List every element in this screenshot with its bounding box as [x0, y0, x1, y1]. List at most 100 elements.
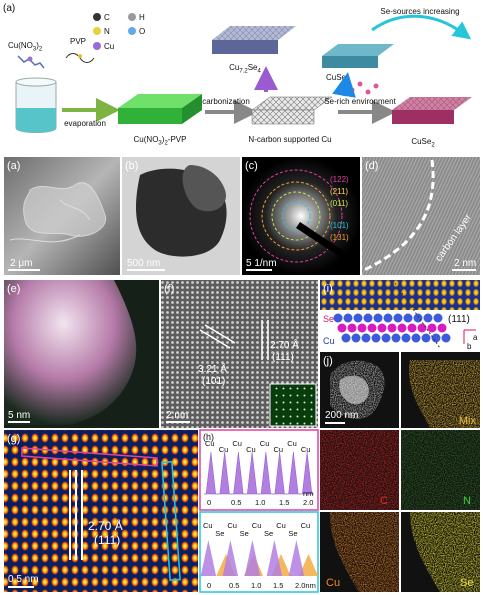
- image: [320, 280, 480, 310]
- atom-label: Se: [215, 529, 224, 538]
- unit-label: nm: [303, 489, 313, 498]
- atom: [391, 333, 401, 343]
- map-label: Cu: [326, 577, 340, 589]
- ring-label: (101): [330, 221, 349, 230]
- axis-label: a: [473, 333, 478, 342]
- legend-dot: [128, 13, 136, 21]
- schematic: (a) Cu(NO3)2 PVP C H N O Cu evaporation …: [3, 3, 472, 149]
- slab: [182, 94, 202, 124]
- plane-label: (111): [448, 314, 470, 325]
- legend-label: N: [104, 27, 110, 36]
- tick-label: 1.0: [251, 581, 261, 590]
- panel-tem: (b) 500 nm: [122, 157, 240, 275]
- atom: [407, 323, 417, 333]
- beaker: [15, 77, 57, 87]
- map-region: [409, 360, 480, 428]
- map-label: C: [380, 495, 388, 507]
- atom-label: Cu: [203, 521, 213, 530]
- slab: [251, 96, 333, 111]
- formula-part: ): [36, 41, 39, 50]
- scale-label: 2 μm: [10, 258, 32, 269]
- subscript: 3: [158, 141, 162, 147]
- legend-label: H: [139, 13, 145, 22]
- ring: [261, 181, 331, 251]
- atom: [393, 313, 403, 323]
- legend-dot: [93, 13, 101, 21]
- panel-haadf-e: (e) 5 nm: [4, 280, 159, 428]
- atom: [427, 323, 437, 333]
- atom: [421, 333, 431, 343]
- ring-label: (131): [330, 233, 349, 242]
- panel-label: (a): [3, 3, 15, 14]
- plot-frame: [199, 429, 319, 511]
- arrow: [371, 14, 472, 40]
- atom-label: Cu: [260, 439, 270, 448]
- slab: [392, 110, 454, 124]
- map-label: Se: [460, 577, 473, 589]
- tick-label: 1.0: [255, 498, 265, 507]
- legend: C H N O Cu: [93, 13, 145, 51]
- label: PVP: [70, 37, 86, 46]
- atom-label: Se: [264, 529, 273, 538]
- solution: [16, 108, 56, 133]
- legend-label: O: [139, 27, 145, 36]
- atom: [441, 333, 451, 343]
- atom: [78, 54, 82, 58]
- atom: [383, 313, 393, 323]
- step-label: Se-rich environment: [324, 97, 396, 106]
- plane: (111): [272, 352, 294, 363]
- atom-label: Cu: [219, 445, 229, 454]
- formula-part: Cu: [229, 63, 239, 72]
- formula-part: CuSe: [411, 137, 432, 146]
- panel-label: (h): [203, 432, 214, 442]
- ring-label: (122): [330, 175, 349, 184]
- scale-label: 2 nm: [166, 410, 188, 421]
- formula-part: Cu(NO: [134, 135, 159, 144]
- formula-part: Se: [248, 63, 258, 72]
- molecule: [17, 55, 45, 69]
- slab: [118, 108, 182, 124]
- atom-label: Cu: [232, 439, 242, 448]
- panel-label: (g): [7, 433, 20, 445]
- ring: [281, 201, 311, 231]
- atom: [373, 313, 383, 323]
- plane: (111): [94, 533, 120, 547]
- panel-label: (f): [164, 283, 174, 295]
- atom-label: Cu: [301, 521, 311, 530]
- annotation: Se-sources increasing: [380, 7, 459, 16]
- map-label: N: [463, 495, 471, 507]
- atom: [363, 313, 373, 323]
- subscript: 3: [33, 47, 37, 53]
- atom: [357, 323, 367, 333]
- map-label: Mix: [459, 415, 477, 427]
- panel-label: (j): [323, 355, 333, 367]
- ring-label: (011): [330, 199, 348, 208]
- atom: [431, 333, 441, 343]
- panel-hrtem-d: carbon layer (d) 2 nm: [362, 157, 480, 275]
- tick-label: 0.5: [231, 498, 241, 507]
- plane-line: [394, 282, 441, 349]
- shape: [357, 81, 363, 87]
- panel-label: (i): [323, 283, 333, 295]
- subscript: 2: [164, 141, 168, 147]
- slab: [392, 97, 472, 110]
- spacing: 3.21 Å: [198, 362, 227, 375]
- spacing: 2.70 Å: [88, 518, 123, 533]
- fringe-marker: [69, 470, 83, 560]
- arrow: [332, 72, 356, 98]
- tick-label: 1.5: [279, 498, 289, 507]
- atom: [437, 323, 447, 333]
- beam-stop: [296, 222, 360, 270]
- atom: [333, 313, 343, 323]
- atom-label: Se: [323, 314, 334, 324]
- axis-label: b: [467, 342, 472, 351]
- atom: [377, 323, 387, 333]
- tick-label: 2.0: [303, 498, 313, 507]
- shape: [365, 89, 371, 95]
- formula: Cu7.2Se4: [229, 63, 261, 75]
- particle: [339, 375, 369, 405]
- slab: [322, 56, 378, 68]
- step-label: carbonization: [202, 97, 250, 106]
- atom-label: Se: [288, 529, 297, 538]
- atom: [371, 333, 381, 343]
